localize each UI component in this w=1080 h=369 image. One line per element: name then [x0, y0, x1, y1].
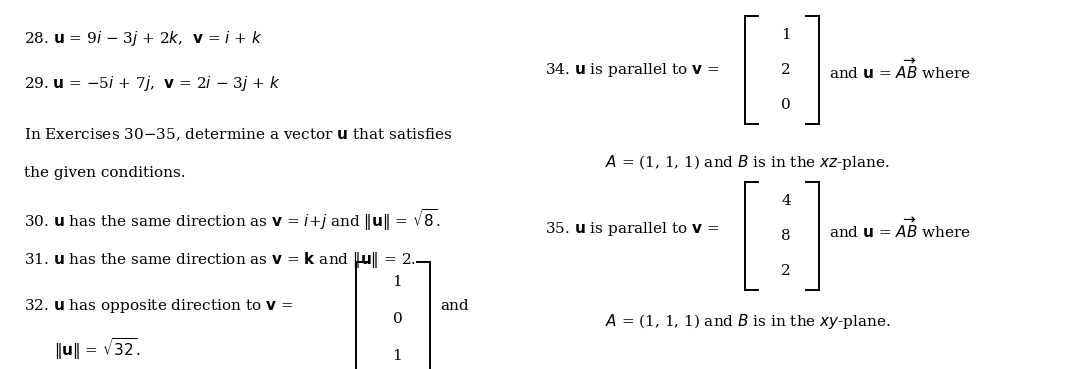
Text: $A$ = (1, 1, 1) and $B$ is in the $xz$-plane.: $A$ = (1, 1, 1) and $B$ is in the $xz$-p…: [605, 153, 890, 172]
Text: $\Vert\mathbf{u}\Vert$ = $\sqrt{32}$.: $\Vert\mathbf{u}\Vert$ = $\sqrt{32}$.: [54, 336, 140, 362]
Text: 35. $\mathbf{u}$ is parallel to $\mathbf{v}$ =: 35. $\mathbf{u}$ is parallel to $\mathbf…: [545, 220, 719, 238]
Text: 1: 1: [781, 28, 792, 42]
Text: 28. $\mathbf{u}$ = 9$i$ $-$ 3$j$ + 2$k$,  $\mathbf{v}$ = $i$ + $k$: 28. $\mathbf{u}$ = 9$i$ $-$ 3$j$ + 2$k$,…: [24, 29, 262, 48]
Text: 2: 2: [781, 264, 792, 278]
Text: In Exercises 30$-$35, determine a vector $\mathbf{u}$ that satisfies: In Exercises 30$-$35, determine a vector…: [24, 127, 453, 143]
Text: 34. $\mathbf{u}$ is parallel to $\mathbf{v}$ =: 34. $\mathbf{u}$ is parallel to $\mathbf…: [545, 61, 719, 79]
Text: 1: 1: [392, 349, 403, 363]
Text: $A$ = (1, 1, 1) and $B$ is in the $xy$-plane.: $A$ = (1, 1, 1) and $B$ is in the $xy$-p…: [605, 311, 891, 331]
Text: 29. $\mathbf{u}$ = $-$5$i$ + 7$j$,  $\mathbf{v}$ = 2$i$ $-$ 3$j$ + $k$: 29. $\mathbf{u}$ = $-$5$i$ + 7$j$, $\mat…: [24, 73, 280, 93]
Text: and $\mathbf{u}$ = $\overrightarrow{AB}$ where: and $\mathbf{u}$ = $\overrightarrow{AB}$…: [829, 217, 971, 241]
Text: 2: 2: [781, 63, 792, 77]
Text: and $\mathbf{u}$ = $\overrightarrow{AB}$ where: and $\mathbf{u}$ = $\overrightarrow{AB}$…: [829, 58, 971, 82]
Text: 4: 4: [781, 194, 792, 208]
Text: 0: 0: [392, 312, 403, 326]
Text: 1: 1: [392, 275, 403, 289]
Text: and: and: [441, 299, 470, 313]
Text: 32. $\mathbf{u}$ has opposite direction to $\mathbf{v}$ =: 32. $\mathbf{u}$ has opposite direction …: [24, 297, 293, 315]
Text: 30. $\mathbf{u}$ has the same direction as $\mathbf{v}$ = $i$+$j$ and $\Vert\mat: 30. $\mathbf{u}$ has the same direction …: [24, 207, 441, 232]
Text: 8: 8: [782, 229, 791, 243]
Text: the given conditions.: the given conditions.: [24, 166, 186, 180]
Text: 0: 0: [781, 98, 792, 112]
Text: 31. $\mathbf{u}$ has the same direction as $\mathbf{v}$ = $\mathbf{k}$ and $\Ver: 31. $\mathbf{u}$ has the same direction …: [24, 250, 416, 270]
